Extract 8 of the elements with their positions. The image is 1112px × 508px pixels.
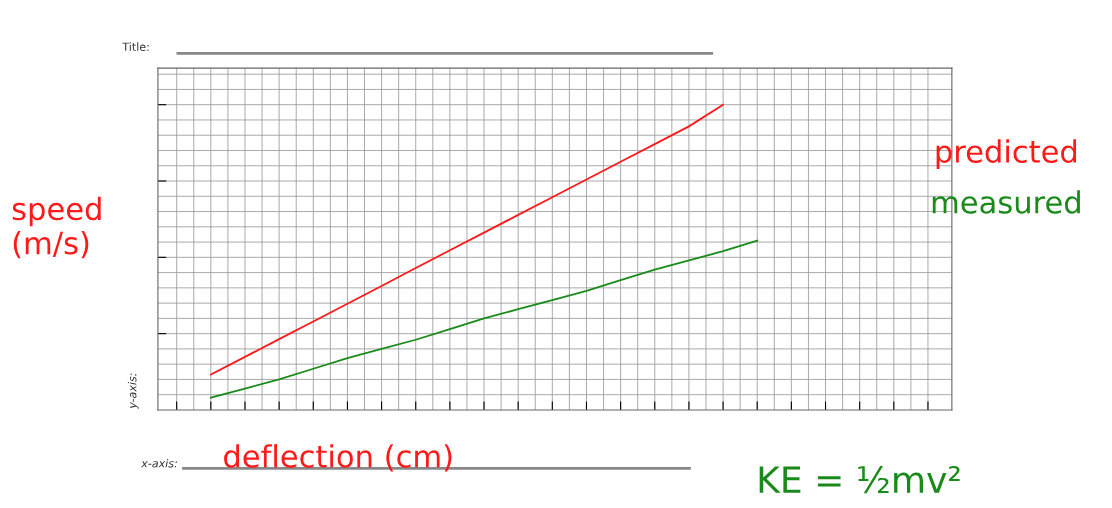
text: speed (m/s) bbox=[12, 196, 101, 259]
text: predicted bbox=[936, 139, 1077, 169]
text: deflection (cm) bbox=[224, 444, 452, 472]
x-axis-title: x-axis: bbox=[140, 458, 177, 468]
text: measured bbox=[932, 190, 1080, 214]
chart-title: Title: bbox=[122, 42, 149, 51]
text: KE = ½mv² bbox=[759, 465, 960, 494]
y-axis-title: y-axis: bbox=[127, 373, 139, 409]
